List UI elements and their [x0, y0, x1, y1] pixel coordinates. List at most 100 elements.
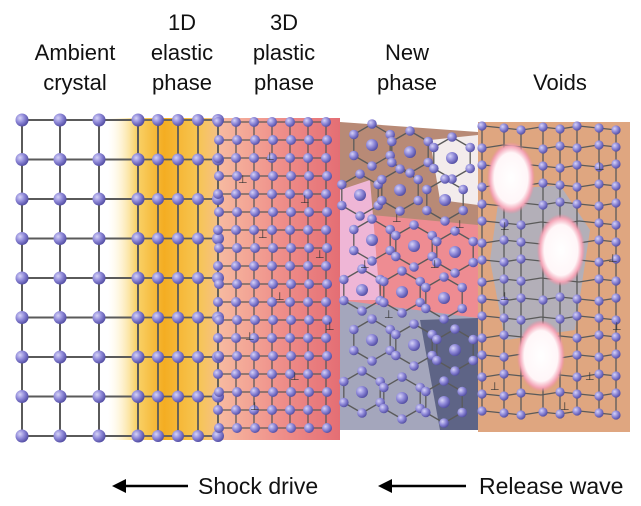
atom [356, 284, 368, 296]
atom [477, 143, 487, 153]
atom [192, 351, 204, 363]
atom [304, 351, 314, 361]
atom [349, 245, 359, 256]
atom [192, 390, 204, 403]
atom [572, 160, 582, 170]
dislocation-symbol: ⊥ [275, 290, 285, 303]
atom [499, 257, 509, 267]
atom [172, 430, 184, 442]
atom [439, 314, 449, 324]
atom [555, 163, 565, 173]
atom [594, 123, 604, 133]
atom [516, 315, 526, 325]
atom [213, 297, 223, 307]
atom [477, 121, 487, 131]
atom [321, 261, 331, 271]
atom [268, 207, 278, 217]
atom [268, 243, 278, 253]
atom [268, 315, 278, 325]
atom [267, 189, 277, 199]
dislocation-symbol: ⊥ [265, 150, 275, 163]
atom [267, 369, 277, 379]
atom [15, 232, 29, 245]
atom [447, 132, 457, 142]
atom [572, 143, 582, 153]
atom [15, 350, 29, 364]
atom [15, 271, 29, 285]
atom [303, 153, 313, 163]
atom [286, 387, 296, 397]
atom [232, 243, 242, 253]
atom [268, 135, 278, 145]
atom [322, 279, 332, 289]
atom [322, 171, 332, 181]
atom [572, 294, 582, 304]
atom [555, 197, 565, 207]
atom [611, 315, 621, 325]
atom [477, 389, 487, 399]
atom [172, 311, 184, 324]
atom [477, 199, 487, 209]
atom [457, 303, 467, 314]
atom [286, 351, 296, 361]
atom [214, 315, 224, 325]
atom [611, 410, 621, 420]
atom [572, 333, 582, 343]
atom [322, 243, 332, 253]
atom [397, 308, 407, 318]
atom [438, 292, 450, 304]
atom [421, 386, 431, 397]
atom [152, 153, 164, 166]
atom [337, 200, 347, 211]
atom [192, 430, 204, 442]
atom [267, 153, 277, 163]
atom [285, 333, 295, 343]
atom [366, 139, 378, 151]
atom [152, 351, 164, 363]
atom [572, 389, 582, 399]
atom [152, 232, 164, 245]
atom [339, 274, 349, 285]
atom [304, 315, 314, 325]
dislocation-symbol: ⊥ [384, 308, 394, 321]
atom [594, 330, 604, 340]
atom [286, 135, 296, 145]
atom [285, 261, 295, 271]
atom [321, 189, 331, 199]
atom [415, 297, 425, 308]
atom [477, 311, 487, 321]
atom [286, 243, 296, 253]
atom [321, 153, 331, 163]
atom [611, 332, 621, 342]
label-ambient-crystal: Ambient crystal [34, 40, 116, 95]
atom [321, 333, 331, 343]
atom [231, 117, 241, 127]
atom [286, 171, 296, 181]
dislocation-symbol: ⊥ [245, 330, 255, 343]
atom [15, 153, 29, 166]
atom [421, 303, 431, 314]
atom [458, 205, 468, 216]
atom [322, 135, 332, 145]
atom [268, 387, 278, 397]
dislocation-symbol: ⊥ [560, 400, 570, 413]
atom [440, 216, 450, 226]
void-1 [487, 142, 535, 214]
dislocation-symbol: ⊥ [315, 248, 325, 261]
atom [357, 408, 367, 418]
atom [477, 406, 487, 416]
lattice-atoms: ⊥ ⊥ ⊥ ⊥ ⊥ ⊥ ⊥ ⊥ ⊥ ⊥ ⊥ ⊥ ⊥ ⊥ ⊥ ⊥ ⊥ ⊥ ⊥ ⊥ ⊥ ⊥ ⊥ [15, 113, 622, 443]
atom [367, 214, 377, 224]
atom [132, 114, 144, 126]
atom [304, 279, 314, 289]
atom [457, 407, 467, 418]
atom [132, 193, 144, 205]
atom [53, 311, 67, 324]
atom [457, 282, 467, 293]
atom [172, 193, 184, 205]
dislocation-symbol: ⊥ [325, 320, 335, 333]
atom [397, 266, 407, 276]
atom [304, 135, 314, 145]
atom [213, 117, 223, 127]
